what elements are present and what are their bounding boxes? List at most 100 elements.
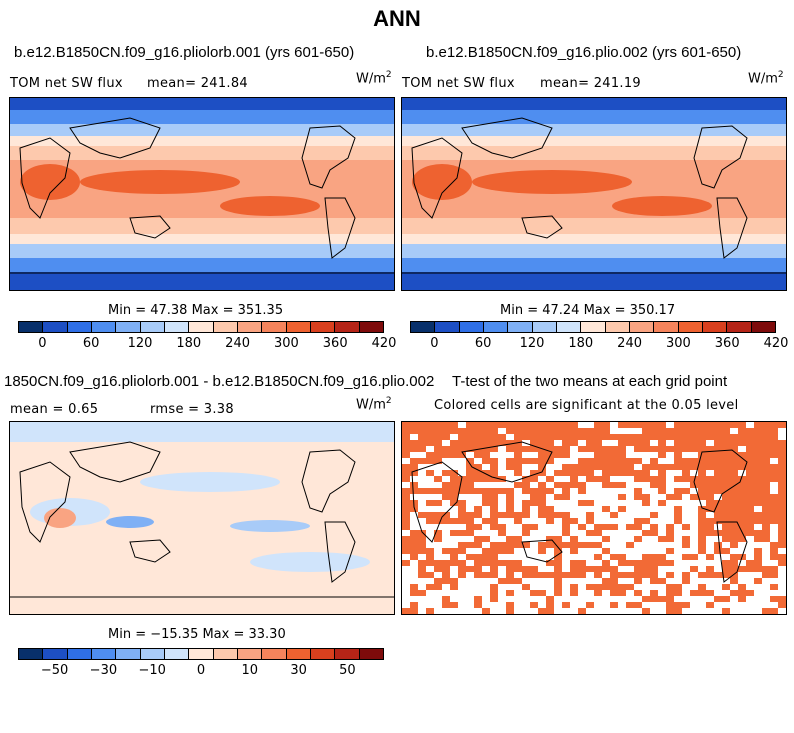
significant-cell — [602, 434, 610, 440]
significant-cell — [738, 458, 746, 464]
significant-cell — [754, 494, 762, 500]
significant-cell — [514, 560, 522, 566]
significant-cell — [754, 500, 762, 506]
significant-cell — [706, 488, 714, 494]
significant-cell — [490, 572, 498, 578]
colorbar-tick-label: −30 — [89, 663, 118, 678]
significant-cell — [698, 530, 706, 536]
significant-cell — [722, 494, 730, 500]
significant-cell — [482, 488, 490, 494]
significant-cell — [538, 494, 546, 500]
significant-cell — [434, 518, 442, 524]
significant-cell — [698, 428, 706, 434]
significant-cell — [714, 440, 722, 446]
significant-cell — [554, 560, 562, 566]
significant-cell — [626, 470, 634, 476]
significant-cell — [538, 512, 546, 518]
significant-cell — [594, 554, 602, 560]
significant-cell — [522, 458, 530, 464]
significant-cell — [562, 482, 570, 488]
significant-cell — [418, 548, 426, 554]
significant-cell — [738, 464, 746, 470]
significant-cell — [746, 488, 754, 494]
significant-cell — [466, 542, 474, 548]
significant-cell — [466, 488, 474, 494]
significant-cell — [722, 548, 730, 554]
significant-cell — [778, 446, 786, 452]
significant-cell — [746, 524, 754, 530]
significant-cell — [706, 446, 714, 452]
significant-cell — [634, 470, 642, 476]
significant-cell — [770, 512, 778, 518]
significant-cell — [610, 434, 618, 440]
significant-cell — [490, 506, 498, 512]
significant-cell — [474, 542, 482, 548]
significant-cell — [666, 602, 674, 608]
colorbar-tick-label: 300 — [273, 336, 299, 351]
significant-cell — [562, 470, 570, 476]
significant-cell — [418, 530, 426, 536]
significant-cell — [706, 434, 714, 440]
significant-cell — [594, 542, 602, 548]
significant-cell — [418, 488, 426, 494]
colorbar-swatch — [43, 649, 68, 659]
significant-cell — [538, 548, 546, 554]
significant-cell — [746, 512, 754, 518]
significant-cell — [778, 506, 786, 512]
significant-cell — [690, 464, 698, 470]
significant-cell — [746, 494, 754, 500]
significant-cell — [514, 458, 522, 464]
significant-cell — [426, 608, 434, 614]
significant-cell — [658, 560, 666, 566]
significant-cell — [514, 452, 522, 458]
significant-cell — [506, 608, 514, 614]
significant-cell — [722, 536, 730, 542]
significant-cell — [578, 500, 586, 506]
significant-cell — [642, 422, 650, 428]
significant-cell — [506, 500, 514, 506]
significant-cell — [770, 566, 778, 572]
significant-cell — [674, 458, 682, 464]
significant-cell — [706, 476, 714, 482]
significant-cell — [634, 518, 642, 524]
significant-cell — [450, 482, 458, 488]
colorbar-tick-label: 360 — [714, 336, 740, 351]
significant-cell — [730, 518, 738, 524]
significant-cell — [730, 506, 738, 512]
significant-cell — [650, 428, 658, 434]
significant-cell — [498, 524, 506, 530]
significant-cell — [778, 440, 786, 446]
significant-cell — [554, 512, 562, 518]
significant-cell — [450, 476, 458, 482]
significant-cell — [410, 458, 418, 464]
significant-cell — [778, 494, 786, 500]
significant-cell — [450, 560, 458, 566]
significant-cell — [650, 566, 658, 572]
significant-cell — [642, 494, 650, 500]
significant-cell — [570, 542, 578, 548]
significant-cell — [402, 452, 410, 458]
significant-cell — [730, 488, 738, 494]
significant-cell — [466, 422, 474, 428]
figure-title: ANN — [373, 6, 421, 31]
significant-cell — [506, 590, 514, 596]
significant-cell — [506, 440, 514, 446]
significant-cell — [530, 428, 538, 434]
significant-cell — [474, 506, 482, 512]
significant-cell — [410, 590, 418, 596]
significant-cell — [578, 608, 586, 614]
significant-cell — [618, 572, 626, 578]
significant-cell — [722, 464, 730, 470]
significant-cell — [626, 422, 634, 428]
significant-cell — [434, 560, 442, 566]
significant-cell — [770, 464, 778, 470]
significant-cell — [682, 554, 690, 560]
significant-cell — [554, 536, 562, 542]
significant-cell — [730, 458, 738, 464]
significant-cell — [546, 458, 554, 464]
significant-cell — [634, 440, 642, 446]
significant-cell — [674, 494, 682, 500]
panel-1-title: b.e12.B1850CN.f09_g16.pliolorb.001 (yrs … — [14, 44, 355, 61]
panel-2-variable-label: TOM net SW flux — [402, 76, 515, 91]
significant-cell — [442, 566, 450, 572]
